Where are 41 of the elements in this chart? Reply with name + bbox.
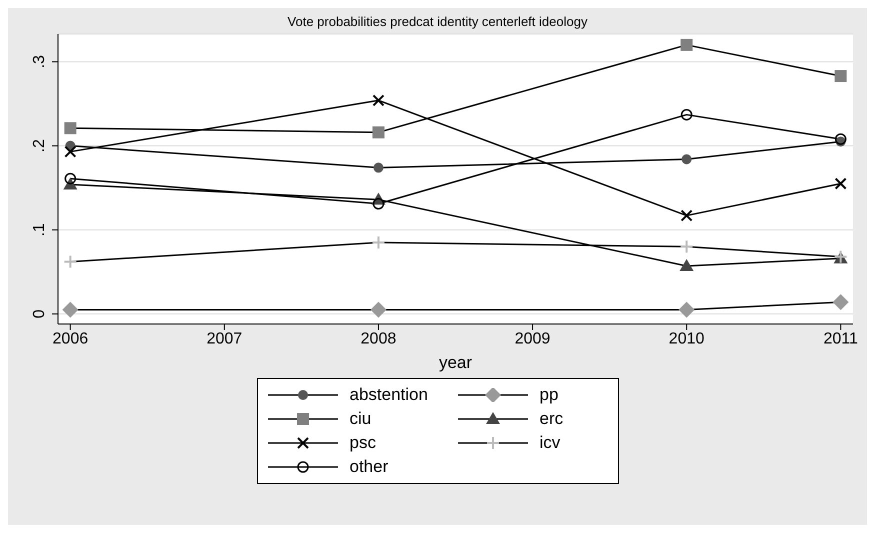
point	[372, 126, 384, 138]
point	[680, 240, 694, 254]
legend-label: pp	[540, 385, 558, 405]
x-tick-label: 2006	[52, 330, 88, 348]
x-tick-label: 2008	[360, 330, 396, 348]
x-axis-title: year	[438, 353, 472, 372]
legend-label: other	[350, 457, 388, 477]
point	[62, 302, 78, 318]
y-tick-label: .3	[31, 54, 48, 68]
point	[680, 259, 694, 271]
point	[64, 146, 76, 158]
point	[832, 294, 849, 310]
point	[372, 94, 384, 106]
x-tick-label: 2010	[668, 330, 705, 348]
y-tick-label: 0	[31, 309, 48, 318]
point	[373, 162, 384, 173]
point	[834, 133, 846, 145]
point	[64, 172, 76, 184]
legend-label: ciu	[350, 409, 372, 429]
point	[834, 178, 847, 190]
point	[678, 302, 695, 318]
point	[63, 254, 78, 269]
legend-label: icv	[540, 433, 560, 453]
point	[64, 122, 76, 134]
point	[834, 70, 847, 82]
legend-label: psc	[350, 433, 376, 453]
y-tick-label: .2	[31, 139, 48, 152]
x-tick-label: 2007	[206, 330, 242, 348]
point	[371, 235, 386, 250]
point	[680, 210, 693, 222]
chart-title: Vote probabilities predcat identity centerleft ideology	[286, 13, 588, 31]
y-tick-label: .1	[31, 223, 48, 237]
point	[680, 108, 692, 120]
legend-label: abstention	[350, 385, 428, 405]
point	[372, 198, 384, 210]
x-tick-label: 2011	[823, 330, 858, 348]
point	[680, 38, 693, 51]
x-tick-label: 2009	[514, 330, 550, 348]
legend-label: erc	[540, 409, 564, 429]
point	[370, 302, 386, 318]
point	[682, 154, 692, 164]
